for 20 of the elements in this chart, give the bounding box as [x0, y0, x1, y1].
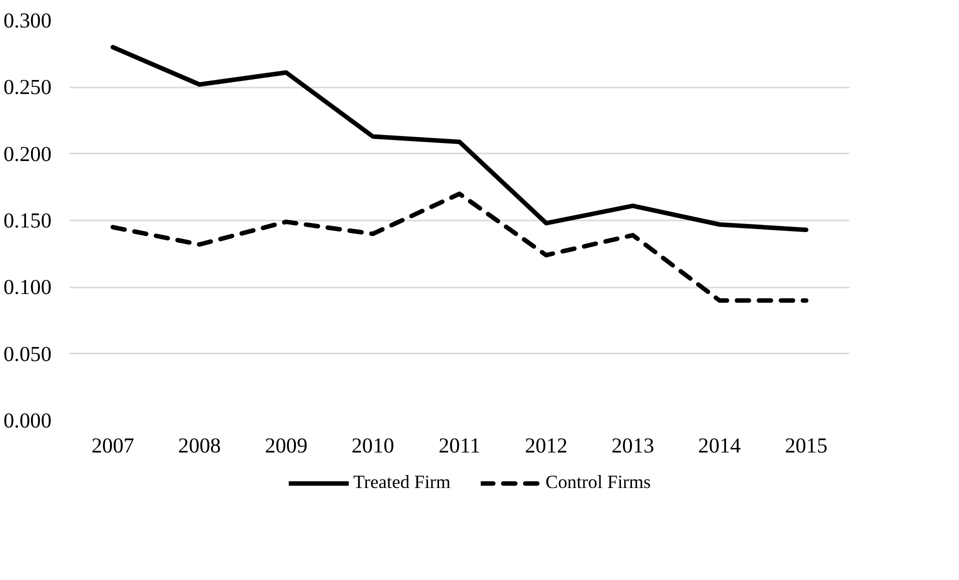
- y-tick-label: 0.050: [4, 342, 52, 366]
- x-tick-label: 2007: [92, 434, 134, 458]
- y-tick-label: 0.150: [4, 208, 52, 232]
- x-tick-label: 2011: [438, 434, 480, 458]
- y-tick-label: 0.200: [4, 142, 52, 166]
- y-tick-label: 0.300: [4, 8, 52, 32]
- legend-label: Treated Firm: [353, 472, 451, 494]
- x-tick-label: 2009: [264, 434, 308, 458]
- x-tick-label: 2015: [784, 434, 828, 458]
- x-tick-label: 2014: [698, 434, 742, 458]
- y-tick-label: 0.000: [4, 408, 52, 432]
- legend-label: Control Firms: [546, 472, 651, 494]
- x-tick-label: 2012: [524, 434, 568, 458]
- x-tick-label: 2013: [612, 434, 654, 458]
- line-series: [110, 192, 808, 303]
- x-tick-label: 2010: [352, 434, 394, 458]
- line-series: [110, 44, 808, 232]
- x-tick-label: 2008: [178, 434, 221, 458]
- y-tick-label: 0.100: [4, 275, 52, 300]
- y-tick-label: 0.250: [4, 75, 52, 100]
